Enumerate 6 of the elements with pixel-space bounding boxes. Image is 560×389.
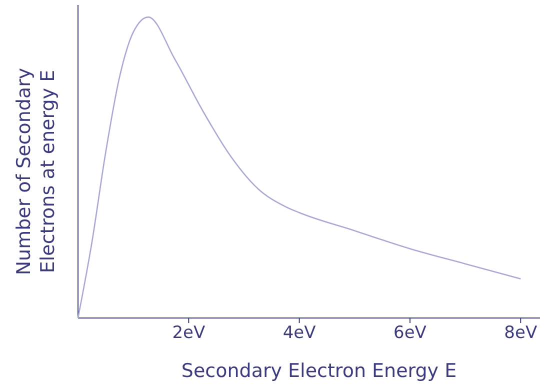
x-axis-title: Secondary Electron Energy E bbox=[181, 360, 457, 382]
x-tick-label: 4eV bbox=[282, 323, 316, 343]
x-tick-label: 8eV bbox=[504, 323, 538, 343]
x-tick-label: 2eV bbox=[172, 323, 206, 343]
y-axis-title: Number of Secondary Electrons at energy E bbox=[13, 68, 59, 276]
x-tick-label: 6eV bbox=[394, 323, 427, 343]
